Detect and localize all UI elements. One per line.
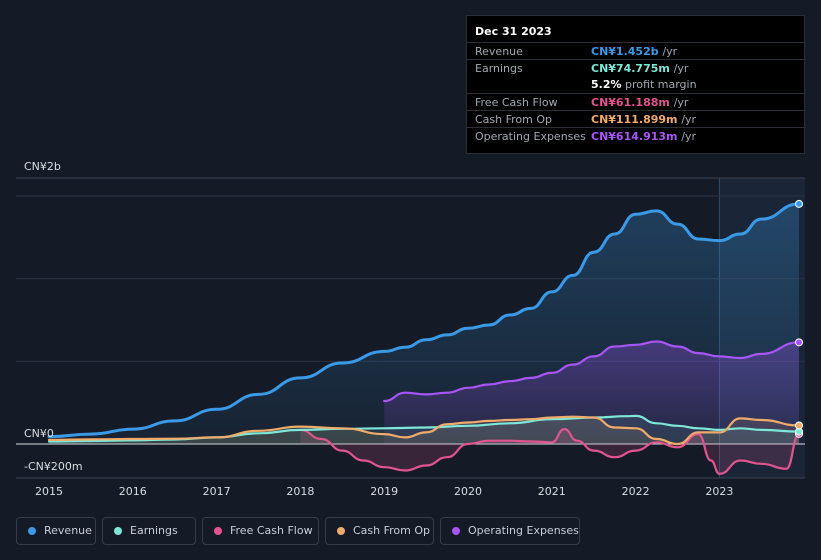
legend-dot-icon <box>337 527 345 535</box>
legend-item-free-cash-flow[interactable]: Free Cash Flow <box>202 517 319 545</box>
tooltip-row-operating-expenses: Operating Expenses CN¥614.913m /yr <box>467 127 806 145</box>
legend-label: Earnings <box>130 524 178 537</box>
y-axis-top-label: CN¥2b <box>24 160 61 173</box>
free-cash-flow-area <box>300 429 799 474</box>
legend-dot-icon <box>114 527 122 535</box>
operating-expenses-end-marker <box>795 338 804 347</box>
tooltip-date: Dec 31 2023 <box>475 25 552 38</box>
tooltip-unit: /yr <box>681 113 697 126</box>
legend-label: Operating Expenses <box>468 524 579 537</box>
free-cash-flow-line <box>299 428 801 475</box>
tooltip-label: Revenue <box>475 45 523 58</box>
x-tick-label: 2016 <box>118 485 147 498</box>
tooltip-unit: /yr <box>662 45 678 58</box>
cash-from-op-area <box>49 416 799 444</box>
tooltip-row-earnings: Earnings CN¥74.775m /yr <box>467 59 806 77</box>
tooltip-value: CN¥614.913m <box>591 130 678 143</box>
tooltip-label: Operating Expenses <box>475 130 586 143</box>
chart-areas <box>49 203 799 474</box>
chart-lines <box>47 202 801 475</box>
y-axis-zero-label: CN¥0 <box>24 427 54 440</box>
operating-expenses-area <box>384 341 799 444</box>
tooltip-unit: /yr <box>673 96 689 109</box>
chart-end-markers <box>795 199 804 438</box>
tooltip-value: CN¥74.775m <box>591 62 670 75</box>
legend-dot-icon <box>214 527 222 535</box>
legend-item-revenue[interactable]: Revenue <box>16 517 96 545</box>
x-tick-label: 2022 <box>621 485 650 498</box>
tooltip-value: 5.2% <box>591 78 622 91</box>
x-tick-label: 2018 <box>286 485 315 498</box>
legend-label: Free Cash Flow <box>230 524 313 537</box>
tooltip-value: CN¥1.452b <box>591 45 659 58</box>
x-tick-label: 2017 <box>202 485 231 498</box>
tooltip-label: Free Cash Flow <box>475 96 558 109</box>
tooltip-value: CN¥61.188m <box>591 96 670 109</box>
tooltip-row-cash-from-op: Cash From Op CN¥111.899m /yr <box>467 110 806 128</box>
x-tick-label: 2021 <box>537 485 566 498</box>
x-tick-label: 2023 <box>705 485 734 498</box>
legend-item-operating-expenses[interactable]: Operating Expenses <box>440 517 580 545</box>
revenue-end-marker <box>795 199 804 208</box>
revenue-line <box>47 202 801 439</box>
x-tick-label: 2019 <box>370 485 399 498</box>
data-tooltip: Dec 31 2023 Revenue CN¥1.452b /yr Earnin… <box>466 15 806 154</box>
legend-label: Revenue <box>44 524 92 537</box>
tooltip-unit: /yr <box>673 62 689 75</box>
legend-label: Cash From Op <box>353 524 431 537</box>
tooltip-label: Earnings <box>475 62 523 75</box>
cash-from-op-line <box>47 415 801 446</box>
tooltip-unit: profit margin <box>625 78 697 91</box>
tooltip-row-profit-margin: 5.2% profit margin <box>467 76 806 93</box>
tooltip-unit: /yr <box>681 130 697 143</box>
y-axis-bottom-label: -CN¥200m <box>24 460 83 473</box>
x-tick-label: 2015 <box>35 485 63 498</box>
tooltip-row-free-cash-flow: Free Cash Flow CN¥61.188m /yr <box>467 93 806 111</box>
legend-item-earnings[interactable]: Earnings <box>102 517 196 545</box>
tooltip-label: Cash From Op <box>475 113 553 126</box>
legend-item-cash-from-op[interactable]: Cash From Op <box>325 517 434 545</box>
legend-dot-icon <box>28 527 36 535</box>
tooltip-value: CN¥111.899m <box>591 113 678 126</box>
operating-expenses-line <box>383 340 801 403</box>
cash-from-op-end-marker <box>795 421 804 430</box>
legend-dot-icon <box>452 527 460 535</box>
earnings-area <box>49 415 799 444</box>
x-tick-label: 2020 <box>454 485 482 498</box>
tooltip-row-revenue: Revenue CN¥1.452b /yr <box>467 42 806 60</box>
